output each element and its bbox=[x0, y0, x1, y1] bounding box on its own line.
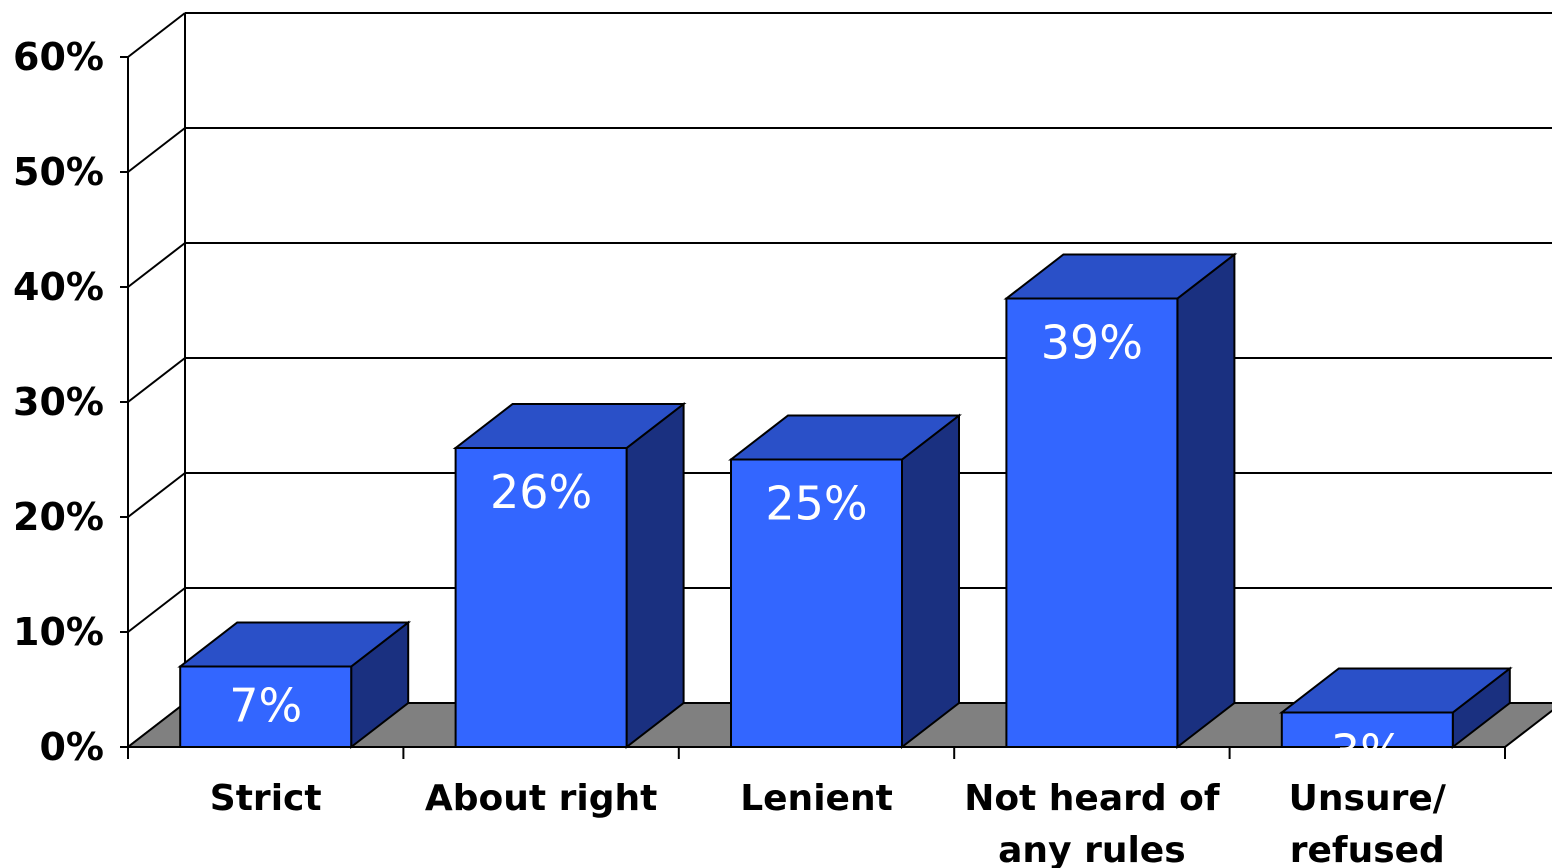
bar-side bbox=[1176, 252, 1236, 750]
y-tick-label: 50% bbox=[13, 150, 104, 194]
y-tick-label: 20% bbox=[13, 495, 104, 539]
bar-front bbox=[1005, 297, 1179, 748]
category-label: About right bbox=[425, 778, 657, 819]
data-label: 7% bbox=[229, 679, 302, 733]
y-tick-label: 60% bbox=[13, 35, 104, 79]
y-tick-label: 10% bbox=[13, 610, 104, 654]
bar bbox=[728, 413, 962, 750]
category-label-line: Not heard of bbox=[964, 778, 1220, 819]
data-label: 3% bbox=[1331, 725, 1404, 779]
bar bbox=[1003, 252, 1238, 750]
y-tick-label: 30% bbox=[13, 380, 104, 424]
category-label-line: Lenient bbox=[740, 778, 893, 819]
data-label: 26% bbox=[490, 465, 592, 519]
bars bbox=[177, 252, 1513, 750]
gridline-side bbox=[127, 472, 186, 518]
gridline-side bbox=[127, 127, 186, 173]
category-label-line: refused bbox=[1290, 830, 1445, 868]
category-label-line: Strict bbox=[210, 778, 322, 819]
bar bbox=[177, 620, 412, 750]
bar-side bbox=[625, 401, 685, 750]
y-axis-tick-labels: 0% 10% 20% 30% 40% 50% 60% bbox=[13, 35, 104, 769]
data-label: 39% bbox=[1041, 316, 1143, 370]
bar-front bbox=[1280, 711, 1454, 748]
category-label: Lenient bbox=[740, 778, 893, 819]
category-label: Strict bbox=[210, 778, 322, 819]
gridline-side bbox=[127, 357, 186, 403]
gridline-side bbox=[127, 12, 186, 58]
gridline-side bbox=[127, 587, 186, 633]
bar-front bbox=[730, 458, 903, 748]
bar-front bbox=[454, 447, 628, 748]
data-label: 25% bbox=[765, 477, 867, 531]
data-labels: 7% 26% 25% 39% 3% bbox=[229, 316, 1404, 779]
x-axis-category-labels: Strict About right Lenient Not heard of any … bbox=[210, 778, 1447, 868]
bar bbox=[1278, 666, 1513, 750]
y-tick-label: 40% bbox=[13, 265, 104, 309]
y-tick-label: 0% bbox=[39, 725, 104, 769]
category-label: Unsure/refused bbox=[1289, 778, 1447, 868]
category-label: Not heard of any rules bbox=[964, 778, 1220, 868]
category-label-line: About right bbox=[425, 778, 657, 819]
bar-front bbox=[179, 665, 353, 748]
gridline-side bbox=[127, 242, 186, 288]
bar bbox=[452, 401, 687, 750]
category-label-line: Unsure/ bbox=[1289, 778, 1447, 819]
bar-side bbox=[901, 413, 960, 750]
category-label-line: any rules bbox=[998, 830, 1186, 868]
